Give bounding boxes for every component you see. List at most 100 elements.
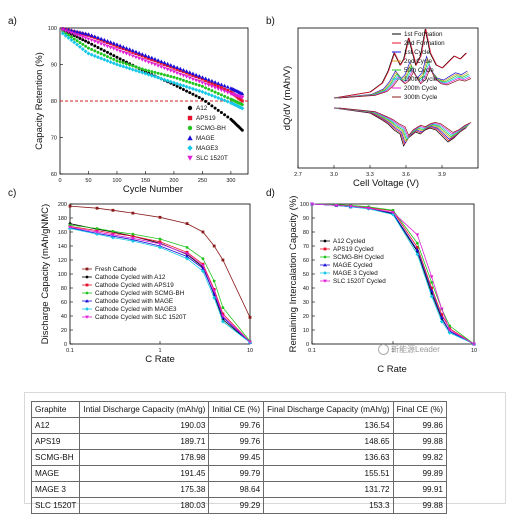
panel-a-point-SLC1520T <box>156 64 161 68</box>
panel-a-point-SLC1520T <box>149 61 154 66</box>
panel-c-x-tick-label: 10 <box>247 348 253 354</box>
panel-a-point-APS19 <box>207 80 211 84</box>
panel-a-point-MAGE3 <box>133 68 138 73</box>
panel-a-point-SCMG-BH <box>128 63 132 67</box>
panel-a-point-APS19 <box>204 79 208 83</box>
panel-a-legend-label-APS19: APS19 <box>196 115 216 122</box>
panel-a-point-APS19 <box>216 84 220 88</box>
panel-a-point-MAGE <box>206 77 211 82</box>
panel-a-point-APS19 <box>137 53 141 57</box>
panel-a-point-SLC1520T <box>127 53 132 57</box>
table-cell-graphite: APS19 <box>30 433 81 450</box>
panel-a-point-APS19 <box>134 52 138 56</box>
panel-d-legend-label-APS19: APS19 Cycled <box>333 246 374 253</box>
panel-d-y-axis-title: Remaining Intercalation Capacity (%) <box>288 196 299 353</box>
panel-d-y-tick-label: 90 <box>303 216 309 222</box>
panel-a-point-MAGE <box>156 58 161 62</box>
panel-a-point-SLC1520T <box>200 81 205 85</box>
panel-c-legend-label-SCMG-BH: Cathode Cycled with SCMG-BH <box>95 290 185 297</box>
panel-c-point-SLC1520T <box>221 314 225 318</box>
panel-a-point-APS19 <box>213 83 217 87</box>
panel-c-point-SLC1520T <box>68 225 72 229</box>
panel-c-legend-marker-A12 <box>85 275 89 279</box>
panel-a-legend-label-SLC1520T: SLC 1520T <box>196 155 228 162</box>
panel-b-legend-label-3: 2nd Cycle <box>404 58 432 65</box>
panel-c-legend-marker-fresh <box>85 267 89 271</box>
panel-a-point-APS19 <box>153 59 157 63</box>
panel-a-x-tick-label: 250 <box>198 178 207 184</box>
panel-a-point-MAGE3 <box>162 77 167 82</box>
panel-a-point-A12 <box>109 52 113 56</box>
panel-d-y-tick-label: 30 <box>303 300 309 306</box>
panel-a-point-SCMG-BH <box>69 35 73 39</box>
panel-a-point-SCMG-BH <box>213 90 217 94</box>
panel-a-point-SCMG-BH <box>226 96 230 100</box>
panel-c-y-tick-label: 180 <box>58 216 67 222</box>
panel-a-point-SLC1520T <box>66 30 71 34</box>
panel-a-x-tick-label: 50 <box>85 178 91 184</box>
panel-a-point-SCMG-BH <box>200 84 204 88</box>
panel-a-point-APS19 <box>200 77 204 81</box>
panel-a-point-MAGE3 <box>66 35 71 40</box>
panel-a-point-A12 <box>102 49 106 53</box>
panel-a-y-tick-label: 80 <box>51 99 57 105</box>
panel-c-line-SCMG-BH <box>69 224 251 342</box>
panel-a-point-SCMG-BH <box>67 33 71 37</box>
panel-d-legend-marker-APS19 <box>323 247 327 251</box>
panel-b-discharge-curve-2 <box>335 107 468 144</box>
panel-a-point-MAGE <box>80 30 85 35</box>
panel-a-point-MAGE3 <box>175 81 180 86</box>
panel-c-point-SLC1520T <box>95 230 99 234</box>
panel-d-point-MAGE <box>439 315 444 319</box>
panel-a-point-MAGE3 <box>75 42 80 47</box>
panel-b-discharge-curve-4 <box>336 107 470 141</box>
table-cell-value: 191.45 <box>79 465 210 482</box>
panel-b-discharge-curve-1 <box>334 107 467 146</box>
panel-a-point-SLC1520T <box>184 75 189 79</box>
panel-a-point-APS19 <box>150 58 154 62</box>
panel-b-legend-label-0: 1st Formation <box>404 31 443 38</box>
panel-a-point-APS19 <box>124 48 128 52</box>
panel-c-legend-label-APS19: Cathode Cycled with APS19 <box>95 282 174 289</box>
panel-a-point-MAGE <box>111 41 116 45</box>
panel-c-y-tick-label: 80 <box>61 286 67 292</box>
panel-a-point-MAGE <box>146 54 151 59</box>
panel-d-y-tick-label: 80 <box>303 230 309 236</box>
panel-a-point-APS19 <box>159 61 163 65</box>
panel-c-point-fresh <box>131 211 135 215</box>
panel-a-point-MAGE3 <box>63 33 68 38</box>
panel-c-point-APS19 <box>221 312 225 316</box>
panel-a-point-A12 <box>223 113 227 117</box>
panel-c-legend-label-MAGE3: Cathode Cycled with MAGE3 <box>95 306 177 313</box>
panel-a-point-SCMG-BH <box>162 73 166 77</box>
panel-d-legend-marker-SCMG-BH <box>323 255 327 259</box>
panel-a-point-SCMG-BH <box>75 39 79 43</box>
panel-a-point-APS19 <box>223 87 227 91</box>
table-header-cell: Intial Discharge Capacity (mAh/g) <box>79 401 210 418</box>
panel-a-point-MAGE <box>203 76 208 80</box>
panel-a-point-MAGE3 <box>187 85 192 90</box>
panel-c-point-APS19 <box>185 250 189 254</box>
panel-a-point-APS19 <box>131 50 135 54</box>
panel-d-point-SLC1520T <box>366 206 371 211</box>
panel-a-point-APS19 <box>188 72 192 76</box>
panel-a-point-SCMG-BH <box>72 37 76 41</box>
panel-d-point-SLC1520T <box>391 211 395 215</box>
panel-d-line-SLC1520T <box>311 203 475 345</box>
panel-a-point-A12 <box>226 115 230 119</box>
panel-a-point-SLC1520T <box>92 39 97 44</box>
table-cell-value: 136.54 <box>263 417 394 434</box>
panel-a-point-MAGE3 <box>219 97 224 102</box>
panel-a-point-MAGE <box>197 74 202 78</box>
panel-a-legend-label-MAGE: MAGE <box>196 135 215 142</box>
panel-a-point-A12 <box>219 111 223 115</box>
panel-a-point-MAGE <box>114 42 119 46</box>
panel-a-point-APS19 <box>143 55 147 59</box>
panel-a-legend-label-MAGE3: MAGE3 <box>196 145 219 152</box>
panel-a-point-SLC1520T <box>187 76 192 80</box>
table-cell-value: 99.79 <box>208 465 265 482</box>
table-cell-value: 99.88 <box>392 497 447 514</box>
panel-a-point-SCMG-BH <box>188 80 192 84</box>
panel-c-point-fresh <box>221 258 225 262</box>
panel-a-point-SLC1520T <box>181 73 186 78</box>
